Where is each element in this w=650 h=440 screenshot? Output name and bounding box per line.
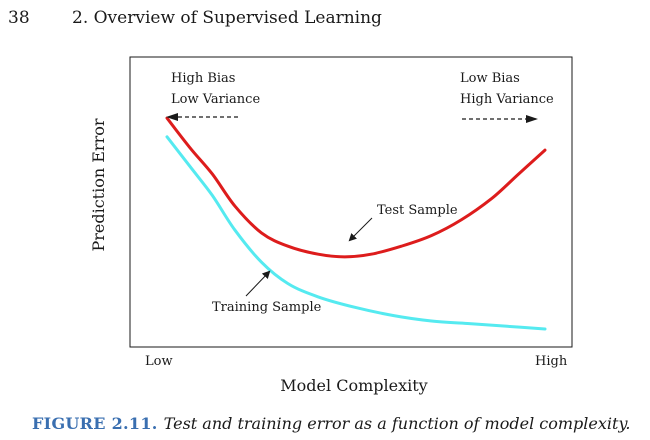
caption-text: Test and training error as a function of…: [163, 414, 631, 433]
running-header: 2. Overview of Supervised Learning: [72, 8, 382, 28]
series-line-training-sample: [165, 135, 547, 331]
x-tick-high: High: [535, 354, 568, 369]
plot-frame: [129, 56, 573, 348]
low-bias-label: Low Bias: [460, 71, 520, 86]
y-axis-label: Prediction Error: [89, 118, 108, 251]
page-number: 38: [8, 8, 30, 28]
high-bias-label: High Bias: [171, 71, 235, 86]
figure-caption: FIGURE 2.11. Test and training error as a…: [32, 414, 630, 433]
x-axis-label: Model Complexity: [280, 376, 427, 395]
test-sample-label: Test Sample: [377, 203, 458, 218]
series-line-test-sample: [165, 116, 547, 259]
training-sample-pointer: [245, 270, 271, 297]
x-tick-low: Low: [145, 354, 173, 369]
training-sample-label: Training Sample: [212, 300, 322, 315]
low-variance-label: Low Variance: [171, 92, 260, 107]
caption-label: FIGURE 2.11.: [32, 414, 158, 433]
test-sample-pointer: [348, 217, 373, 242]
high-variance-label: High Variance: [460, 92, 554, 107]
